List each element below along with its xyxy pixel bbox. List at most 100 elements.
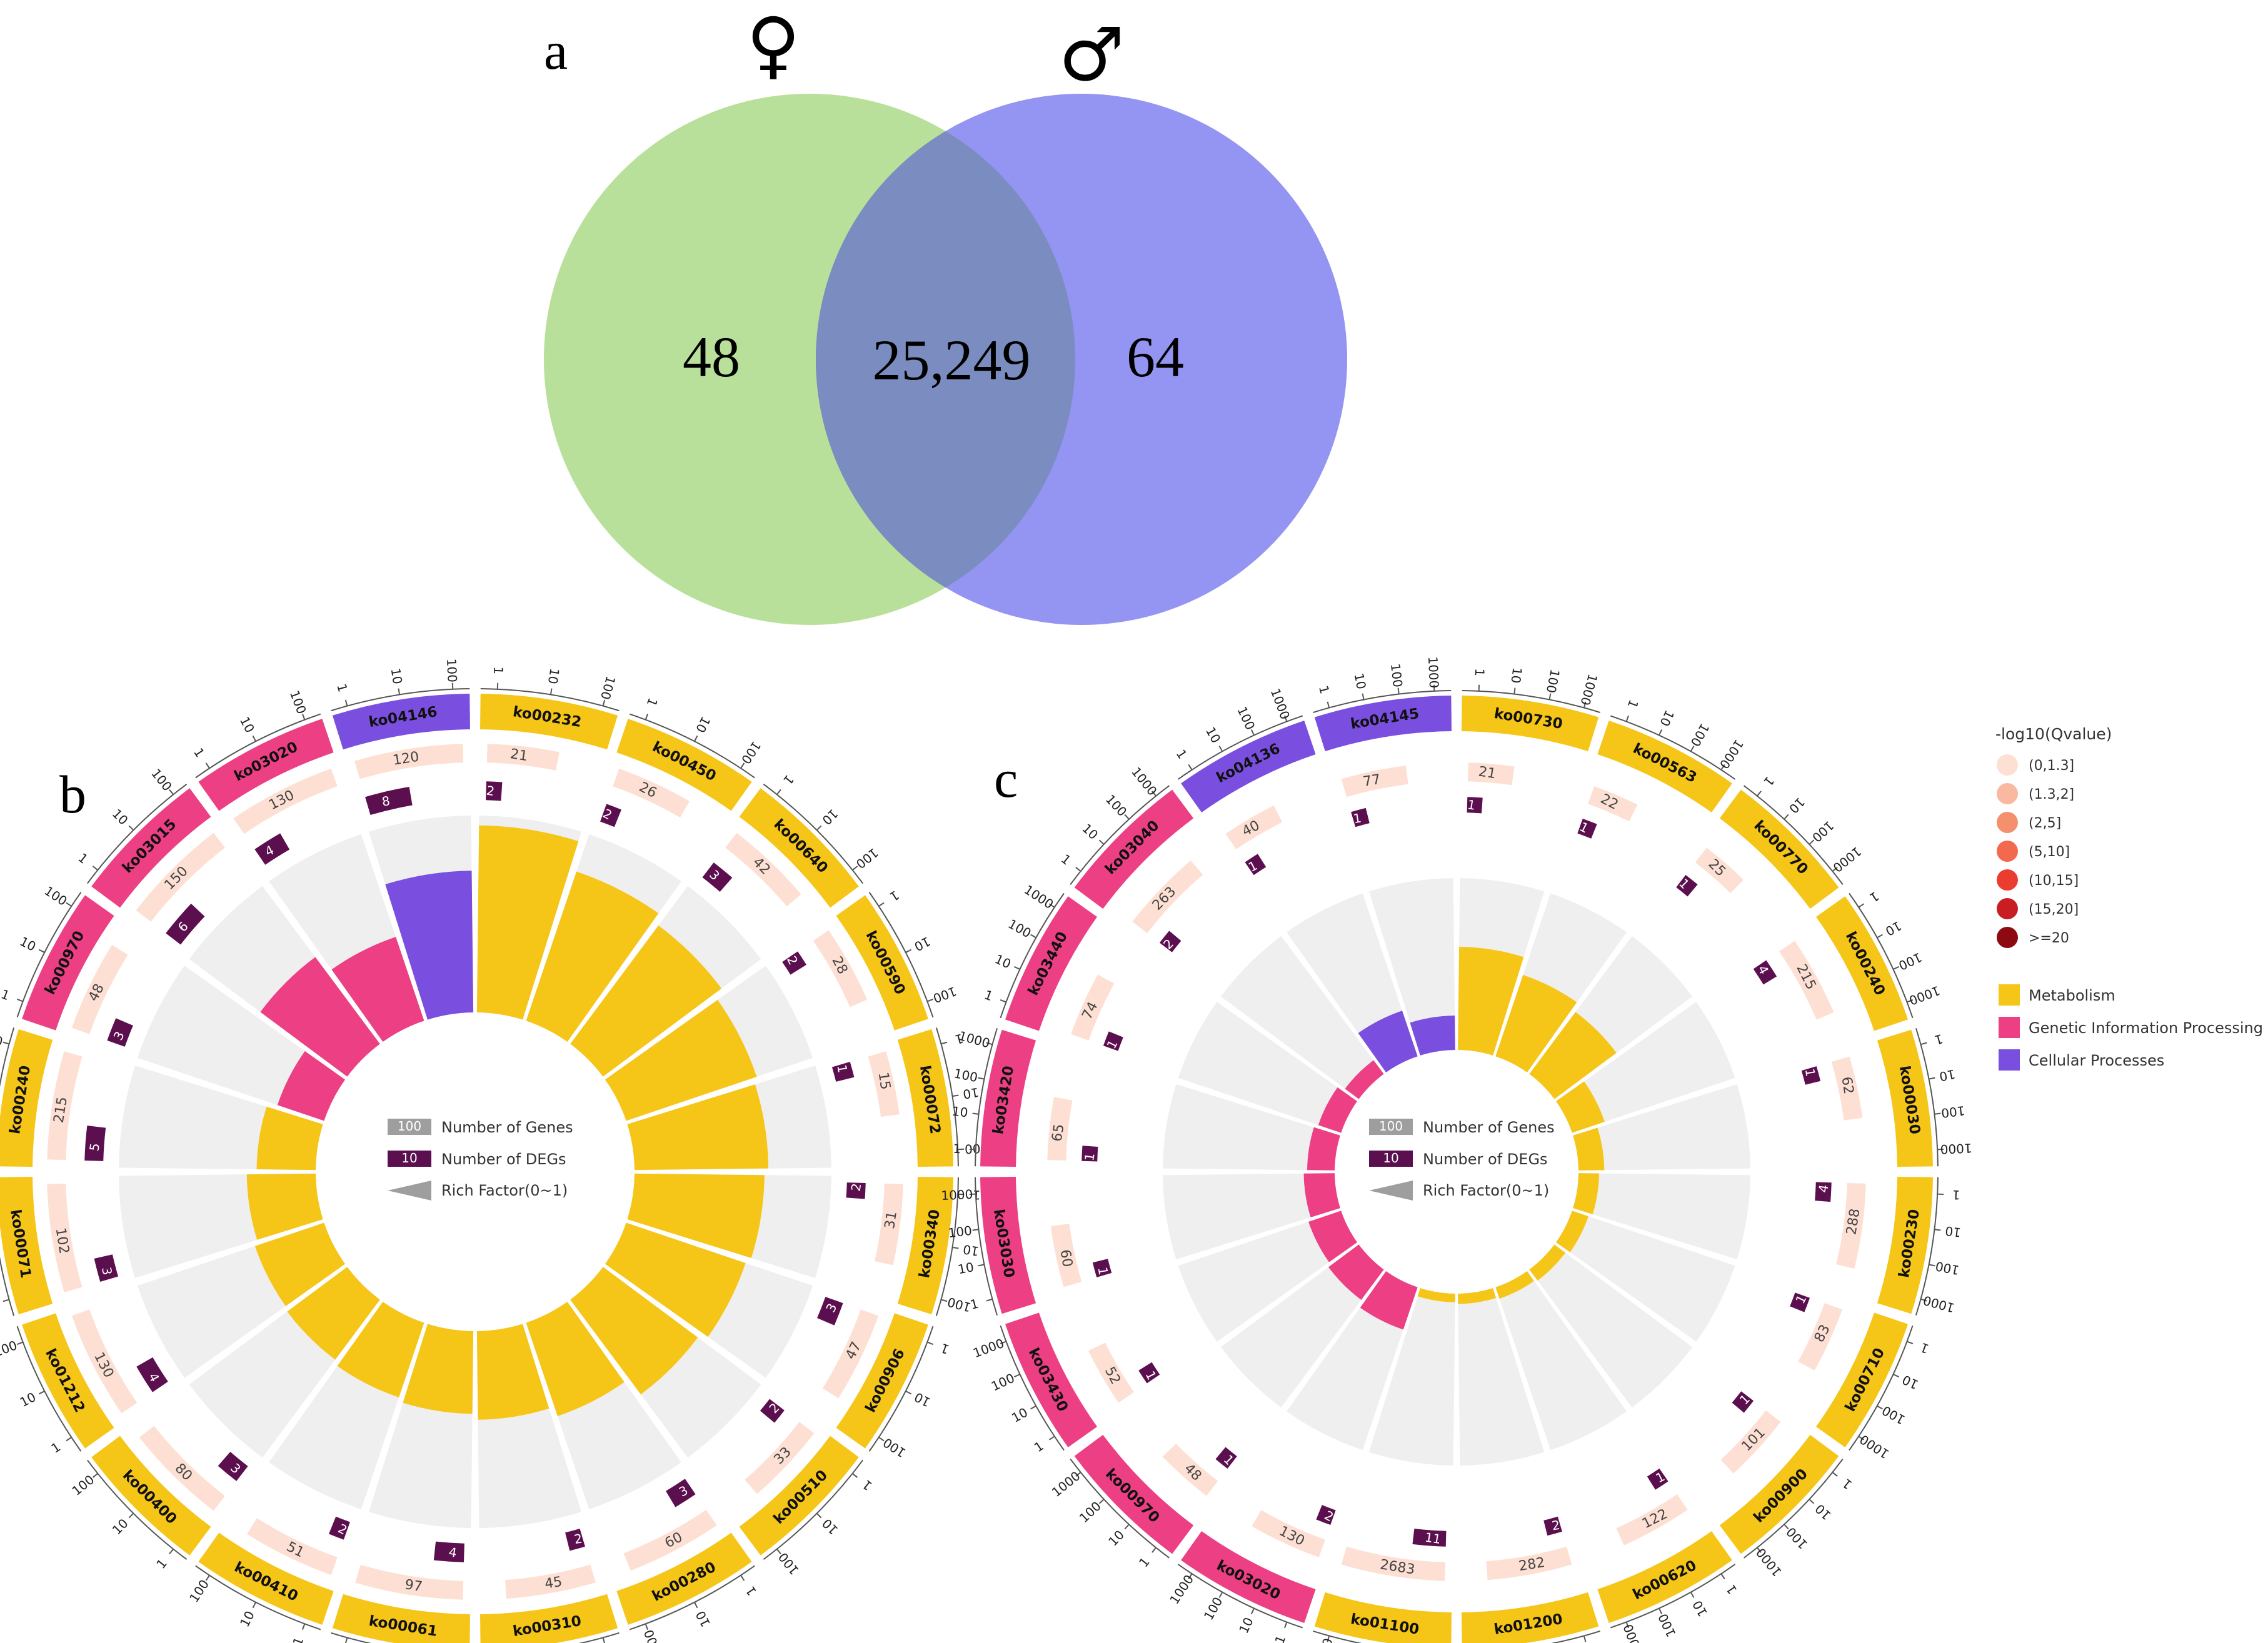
degs-bar [1543,1516,1562,1536]
scale-tick [816,825,822,831]
scale-tick-label: 10 [1900,1372,1920,1392]
scale-tick-label: 10 [1352,672,1369,691]
degs-bar [1412,1529,1447,1547]
scale-tick [344,1637,348,1643]
center-rich-swatch [388,1181,431,1201]
scale-tick [169,789,174,795]
degs-bar [1732,1391,1754,1413]
qvalue-bin-label: (15,20] [2029,902,2079,917]
scale-tick-label: 10 [1786,794,1808,816]
genes-bar [1588,786,1638,822]
scale-tick-label: 100 [775,1550,802,1578]
pathway-band [1074,789,1194,909]
pathway-band [980,1176,1036,1314]
scale-tick-label: 10 [109,1516,131,1537]
scale-tick [941,1299,948,1302]
scale-tick-label: 1000 [1717,737,1747,772]
scale-tick [128,1512,134,1519]
rich-factor-track [1573,1173,1750,1260]
scale-tick [1048,1436,1055,1441]
scale-tick-label: 100 [947,1223,973,1241]
scale-tick [1929,1077,1935,1080]
pathway-band [91,788,211,908]
pathway-band [198,719,334,811]
rich-factor-bar [476,1324,549,1420]
scale-axis [1000,1325,1065,1451]
scale-tick [1250,729,1255,736]
scale-tick-label: 100 [641,1627,663,1643]
scale-tick [1013,966,1020,970]
rich-factor-bar [385,871,474,1020]
scale-axis [1849,892,1914,1019]
degs-count: 1 [1095,1266,1111,1276]
degs-bar [1351,807,1370,827]
pathway-band [836,895,928,1031]
genes-bar [1831,1056,1863,1121]
scale-tick-label: 1 [1625,697,1642,710]
degs-bar [1316,1505,1336,1526]
rich-factor-bar [476,825,579,1020]
scale-axis [1744,785,1844,885]
scale-tick [978,1264,985,1267]
genes-bar [71,1309,138,1414]
rich-factor-bar [627,1173,765,1259]
rich-factor-bar [254,1222,346,1306]
scale-tick-label: 100 [880,1435,908,1461]
scale-tick-label: 100 [1201,1594,1226,1622]
scale-tick-label: 100 [1388,662,1405,688]
scale-axis [975,1028,998,1167]
scale-tick [776,1549,781,1555]
scale-axis [1462,690,1600,713]
scale-tick-label: 100 [287,688,309,716]
scale-tick-label: 1 [1933,1031,1945,1048]
rich-factor-bar [1458,947,1524,1056]
genes-count: 21 [1477,764,1497,782]
scale-tick [3,1299,9,1302]
rich-factor-bar [1529,1012,1617,1099]
degs-bar [1467,797,1483,814]
scale-axis [1177,1564,1303,1629]
scale-tick-label: 1 [1058,851,1074,868]
scale-tick-label: 1 [1867,889,1882,906]
scale-tick-label: 100 [989,1371,1017,1394]
degs-bar [666,1479,696,1507]
scale-tick [926,998,934,1002]
degs-count: 5 [86,1142,103,1152]
scale-tick-label: 1 [191,745,208,760]
scale-tick [1907,1341,1914,1345]
degs-count: 4 [448,1544,458,1561]
panel-label-b: b [59,764,86,824]
scale-tick [816,1512,822,1519]
rich-factor-bar [1556,1081,1605,1133]
scale-tick [252,1602,256,1609]
degs-count: 11 [1424,1529,1442,1547]
scale-tick [549,688,553,695]
scale-tick [1720,764,1725,771]
scale-tick [1152,1547,1157,1553]
scale-axis [1610,1564,1736,1629]
panel-label-a: a [544,21,568,81]
qvalue-bin-label: (5,10] [2029,844,2070,860]
scale-tick [852,1473,858,1478]
scale-axis [1177,715,1303,780]
scale-tick [952,1246,959,1249]
scale-tick [252,735,256,742]
qvalue-swatch-0 [1997,754,2018,776]
pathway-band [1074,1434,1194,1554]
pathway-band [1462,1592,1599,1643]
rich-factor-bar [1308,1211,1357,1262]
scale-tick-label: 10 [1944,1223,1962,1240]
scale-tick [1893,1374,1900,1378]
genes-bar [725,832,801,907]
scale-tick-label: 1 [644,696,661,708]
degs-count: 1 [1802,1067,1819,1077]
scale-tick [1250,1608,1255,1615]
pathway-band [1877,1176,1933,1314]
scale-axis [578,1632,620,1643]
rich-factor-bar [246,1173,323,1240]
center-degs-label: Number of DEGs [441,1151,566,1168]
scale-tick-label: 1 [1839,1476,1855,1492]
scale-tick [1877,934,1883,939]
rich-factor-bar [1573,1127,1605,1171]
genes-bar [47,1183,83,1292]
